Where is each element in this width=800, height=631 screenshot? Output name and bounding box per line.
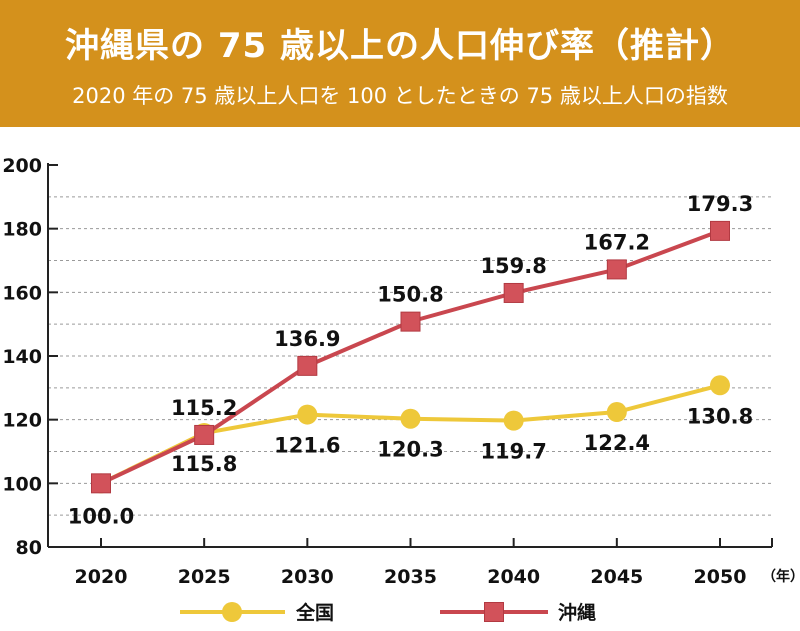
series-okinawa [91,220,730,494]
x-tick-label: 2030 [281,566,334,588]
data-label: 179.3 [687,192,753,216]
y-tick-label: 160 [2,282,42,304]
y-tick-label: 120 [2,410,42,432]
data-point [91,473,111,494]
legend-item-national: 全国 [180,601,334,624]
legend-marker [222,602,242,622]
data-label: 115.2 [171,396,237,420]
data-point [503,410,524,431]
x-tick-label: 2040 [487,566,540,588]
data-label: 120.3 [377,438,443,462]
data-point [503,282,524,303]
data-point [297,404,318,425]
data-point [710,220,730,241]
data-point [400,408,421,429]
data-label: 130.8 [687,404,753,428]
y-tick-label: 200 [2,155,42,177]
y-tick-label: 140 [2,346,42,368]
data-labels: 115.8 121.6 120.3 119.7 122.4 130.8 100.0 115.2… [68,192,753,528]
data-point [606,259,627,280]
x-tick-label: 2035 [384,566,437,588]
data-label: 119.7 [480,440,546,464]
axes [47,163,773,548]
chart-subtitle: 2020 年の 75 歳以上人口を 100 としたときの 75 歳以上人口の指数 [72,84,728,108]
x-tick-labels: 2020 2025 2030 2035 2040 2045 2050 [75,566,747,588]
data-label: 150.8 [377,283,443,307]
y-tick-labels: 80 100 120 140 160 180 200 [2,155,42,559]
data-label: 100.0 [68,504,134,528]
y-tick-label: 80 [16,537,42,559]
line-chart: 80 100 120 140 160 180 200 2020 2025 2030 2035 204… [2,155,800,624]
chart-header: 沖縄県の 75 歳以上の人口伸び率（推計） 2020 年の 75 歳以上人口を … [0,0,800,127]
x-tick-label: 2020 [75,566,128,588]
legend: 全国 沖縄 [180,601,596,624]
grid-lines [48,196,772,516]
data-label: 121.6 [274,434,340,458]
data-label: 167.2 [584,230,650,254]
chart-title: 沖縄県の 75 歳以上の人口伸び率（推計） [65,26,735,66]
series-layer [91,220,730,494]
data-label: 136.9 [274,327,340,351]
data-label: 159.8 [480,254,546,278]
data-label: 122.4 [584,431,650,455]
legend-label: 沖縄 [558,601,596,624]
x-tick-label: 2025 [178,566,231,588]
data-label: 115.8 [171,452,237,476]
x-axis-unit: （年） [762,568,800,585]
data-point [194,424,215,445]
y-tick-label: 180 [2,219,42,241]
legend-label: 全国 [295,601,334,624]
legend-item-okinawa: 沖縄 [440,601,596,624]
data-point [710,375,730,396]
data-point [297,355,318,376]
y-tick-label: 100 [2,473,42,495]
data-point [400,311,421,332]
legend-marker [484,602,504,622]
data-point [606,402,627,423]
x-tick-label: 2045 [590,566,643,588]
x-tick-label: 2050 [694,566,747,588]
